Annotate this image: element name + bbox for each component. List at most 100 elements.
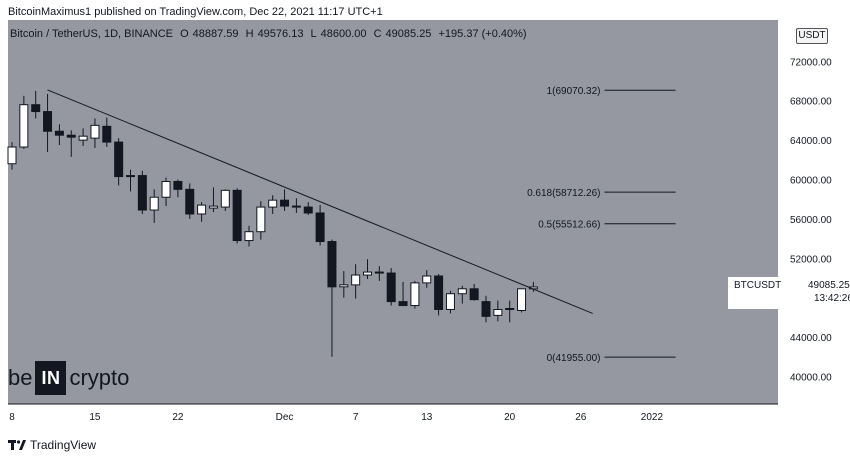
candle-body <box>351 274 361 286</box>
candle-body <box>256 206 266 233</box>
candle-body <box>445 293 455 310</box>
price-tick-label: 40000.00 <box>790 372 832 383</box>
close-value: 49085.25 <box>385 28 432 40</box>
time-tick-label: 8 <box>9 412 15 423</box>
candle-body <box>481 301 491 317</box>
price-chart[interactable]: 1(69070.32) 0.618(58712.26) 0.5(55512.66) 0… <box>0 20 850 432</box>
candle-body <box>161 180 171 198</box>
low-key: L <box>310 28 317 40</box>
fib-level-label: 0.618(58712.26) <box>527 188 600 199</box>
fib-level-label: 0.5(55512.66) <box>538 220 600 231</box>
chart-area[interactable]: 1(69070.32) 0.618(58712.26) 0.5(55512.66) 0… <box>0 20 850 432</box>
last-price-tag: BTCUSDT 49085.25 13:42:26 <box>728 276 850 309</box>
beincrypto-watermark: be IN crypto <box>8 360 129 396</box>
symbol-info: Bitcoin / TetherUS, 1D, BINANCE O 48887.5… <box>10 28 531 40</box>
trendline-group <box>47 89 593 314</box>
symbol-name: Bitcoin / TetherUS, 1D, BINANCE <box>10 28 174 40</box>
candle-body <box>303 206 313 214</box>
candle-body <box>291 205 301 208</box>
candle-body <box>457 288 467 295</box>
candle-body <box>398 301 408 307</box>
change-value: +195.37 (+0.40%) <box>438 28 527 40</box>
watermark-middle: IN <box>35 361 67 395</box>
price-tick-label: 68000.00 <box>790 97 832 108</box>
candle-body <box>517 288 527 311</box>
candle-body <box>232 189 242 242</box>
candle-body <box>7 146 17 165</box>
candle-body <box>126 175 135 178</box>
candle-body <box>197 204 207 215</box>
candle-body <box>505 307 515 310</box>
price-tick-label: 44000.00 <box>790 333 832 344</box>
price-tag-price: 49085.25 <box>808 279 850 291</box>
price-tag-countdown: 13:42:26 <box>814 292 850 304</box>
candle-body <box>66 134 76 138</box>
candle-body <box>149 196 159 211</box>
candle-body <box>208 205 218 209</box>
watermark-left: be <box>8 365 33 390</box>
candle-body <box>469 288 479 301</box>
price-tick-label: 64000.00 <box>790 136 832 147</box>
candle-body <box>280 199 290 207</box>
footer-brand: TradingView <box>30 438 97 452</box>
candle-body <box>19 104 29 148</box>
time-axis[interactable]: 8 15 22 Dec 7 13 20 26 2022 <box>0 403 778 432</box>
candle-body <box>363 271 372 276</box>
candle-body <box>422 275 432 284</box>
fib-level-label: 1(69070.32) <box>547 86 601 97</box>
candle-body <box>434 275 444 310</box>
open-value: 48887.59 <box>192 28 239 40</box>
candle-body <box>339 284 349 288</box>
candle-body <box>90 124 100 139</box>
time-axis-background <box>0 404 778 432</box>
high-value: 49576.13 <box>257 28 304 40</box>
candle-body <box>220 189 230 208</box>
candle-body <box>315 212 325 243</box>
time-tick-label: 22 <box>172 412 184 423</box>
candle-body <box>244 231 254 242</box>
time-tick-label: 20 <box>504 412 516 423</box>
high-key: H <box>245 28 254 40</box>
candle-body <box>185 188 195 215</box>
close-key: C <box>373 28 382 40</box>
price-tick-label: 72000.00 <box>790 57 832 68</box>
price-tick-label: 52000.00 <box>790 254 832 265</box>
time-tick-label: 7 <box>353 412 359 423</box>
fib-level-label: 0(41955.00) <box>547 353 601 364</box>
candle-body <box>374 271 384 274</box>
candles-group <box>7 90 538 357</box>
candle-body <box>268 199 278 208</box>
fibonacci-group: 1(69070.32) 0.618(58712.26) 0.5(55512.66) 0… <box>527 86 676 364</box>
low-value: 48600.00 <box>320 28 367 40</box>
price-axis-background <box>778 20 850 432</box>
candle-body <box>114 141 124 178</box>
time-tick-label: 2022 <box>641 412 664 423</box>
footer[interactable]: TradingView <box>8 436 96 454</box>
time-tick-label: Dec <box>276 412 294 423</box>
candle-body <box>173 180 183 190</box>
price-tick-label: 56000.00 <box>790 215 832 226</box>
candle-body <box>493 308 503 316</box>
plot-background[interactable] <box>8 20 778 404</box>
candle-body <box>31 104 41 113</box>
tradingview-logo-icon <box>8 440 26 450</box>
candle-body <box>78 135 88 141</box>
descending-trendline <box>47 89 593 314</box>
time-tick-label: 15 <box>89 412 101 423</box>
watermark-right: crypto <box>69 365 130 390</box>
candle-body <box>327 241 337 288</box>
price-axis[interactable]: 40000.0044000.0048000.0052000.0056000.00… <box>778 20 850 432</box>
candle-body <box>102 125 112 143</box>
open-key: O <box>180 28 189 40</box>
candle-body <box>410 282 420 307</box>
candle-body <box>54 130 64 136</box>
candle-body <box>386 272 396 303</box>
price-tick-label: 60000.00 <box>790 176 832 187</box>
time-tick-label: 13 <box>421 412 433 423</box>
candle-body <box>137 175 147 211</box>
publish-line: BitcoinMaximus1 published on TradingView… <box>8 6 383 18</box>
price-tag-symbol: BTCUSDT <box>734 279 782 291</box>
candle-body <box>43 111 53 132</box>
time-tick-label: 26 <box>575 412 587 423</box>
currency-badge[interactable]: USDT <box>796 28 828 44</box>
